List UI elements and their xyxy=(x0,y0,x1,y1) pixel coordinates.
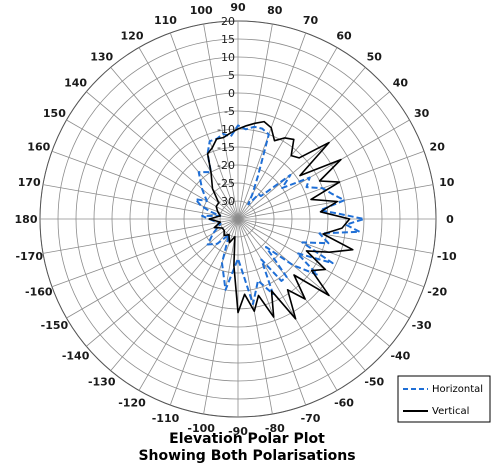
radial-tick-label: -20 xyxy=(217,159,235,172)
grid-spoke xyxy=(51,150,239,220)
angle-tick-label: 100 xyxy=(190,4,213,17)
angle-tick-labels: 0102030405060708090100110120130140150160… xyxy=(15,1,458,438)
angle-tick-label: 0 xyxy=(446,213,454,226)
angle-tick-label: 180 xyxy=(15,213,38,226)
radial-tick-label: -30 xyxy=(217,195,235,208)
series-vertical-line xyxy=(206,120,354,320)
radial-tick-label: 5 xyxy=(228,69,235,82)
radial-tick-labels: -30 -25 -20 -15 -10 -5 0 5 10 15 20 xyxy=(217,15,235,208)
grid-spoke xyxy=(42,218,239,254)
angle-tick-label: 50 xyxy=(367,51,383,64)
angle-tick-label: -70 xyxy=(301,412,321,425)
angle-tick-label: 170 xyxy=(18,176,41,189)
legend-box xyxy=(397,375,491,423)
grid-spoke xyxy=(138,218,239,391)
angle-tick-label: 30 xyxy=(414,107,430,120)
grid-spoke xyxy=(237,218,366,371)
grid-spoke xyxy=(237,150,425,220)
angle-tick-label: -30 xyxy=(412,319,432,332)
legend: Horizontal Vertical xyxy=(397,375,491,423)
grid-spoke xyxy=(237,218,425,288)
grid-spoke xyxy=(110,67,239,220)
angle-tick-label: 140 xyxy=(64,77,87,90)
angle-tick-label: -100 xyxy=(187,422,215,435)
grid-spoke xyxy=(51,218,239,288)
grid-spoke xyxy=(237,218,434,254)
grid-spoke xyxy=(237,91,390,220)
angle-tick-label: -10 xyxy=(437,250,457,263)
angle-tick-label: 40 xyxy=(393,77,409,90)
grid-spoke xyxy=(203,23,239,220)
angle-tick-label: 160 xyxy=(27,140,50,153)
data-series xyxy=(194,120,365,320)
title-line-2: Showing Both Polarisations xyxy=(138,448,355,464)
grid-spoke xyxy=(169,32,239,220)
radial-tick-label: -5 xyxy=(224,105,235,118)
grid-spoke xyxy=(237,218,338,391)
polar-grid xyxy=(39,20,437,418)
grid-spoke xyxy=(237,47,338,220)
grid-spoke xyxy=(237,218,390,347)
grid-spoke xyxy=(237,23,273,220)
angle-tick-label: -140 xyxy=(62,349,90,362)
angle-tick-label: 10 xyxy=(439,176,455,189)
angle-tick-label: -50 xyxy=(364,375,384,388)
grid-spoke xyxy=(86,91,239,220)
angle-tick-label: 130 xyxy=(90,51,113,64)
title-line-1: Elevation Polar Plot xyxy=(169,431,325,447)
radial-tick-label: 20 xyxy=(221,15,235,28)
grid-spoke xyxy=(169,218,239,406)
legend-label-vertical: Vertical xyxy=(432,406,469,417)
angle-tick-label: -80 xyxy=(265,422,285,435)
radial-tick-label: 0 xyxy=(228,87,235,100)
grid-spoke xyxy=(66,218,239,319)
angle-tick-label: -60 xyxy=(334,397,354,410)
angle-tick-label: 20 xyxy=(430,140,446,153)
legend-label-horizontal: Horizontal xyxy=(432,384,483,395)
angle-tick-label: -40 xyxy=(390,349,410,362)
radial-tick-label: -15 xyxy=(217,141,235,154)
angle-tick-label: -90 xyxy=(228,425,248,438)
grid-spoke xyxy=(237,32,307,220)
angle-tick-label: 150 xyxy=(43,107,66,120)
angle-tick-label: -120 xyxy=(118,397,146,410)
angle-tick-label: -160 xyxy=(25,286,53,299)
radial-tick-label: -10 xyxy=(217,123,235,136)
grid-spoke xyxy=(237,218,307,406)
chart-title: Elevation Polar Plot Showing Both Polari… xyxy=(138,431,355,464)
angle-tick-label: -20 xyxy=(427,286,447,299)
grid-spoke xyxy=(66,119,239,220)
angle-tick-label: -150 xyxy=(41,319,69,332)
angle-tick-label: -170 xyxy=(15,250,43,263)
grid-spoke xyxy=(86,218,239,347)
radial-tick-label: -25 xyxy=(217,177,235,190)
angle-tick-label: 60 xyxy=(336,29,352,42)
angle-tick-label: 90 xyxy=(230,1,246,14)
radial-tick-label: 10 xyxy=(221,51,235,64)
angle-tick-label: 120 xyxy=(121,29,144,42)
angle-tick-label: -110 xyxy=(152,412,180,425)
angle-tick-label: 80 xyxy=(267,4,283,17)
angle-tick-label: -130 xyxy=(88,375,116,388)
grid-spoke xyxy=(138,47,239,220)
radial-tick-label: 15 xyxy=(221,33,235,46)
angle-tick-label: 70 xyxy=(303,14,319,27)
grid-spoke xyxy=(203,218,239,415)
angle-tick-label: 110 xyxy=(154,14,177,27)
grid-spoke xyxy=(42,184,239,220)
grid-spoke xyxy=(237,218,273,415)
grid-spoke xyxy=(237,119,410,220)
